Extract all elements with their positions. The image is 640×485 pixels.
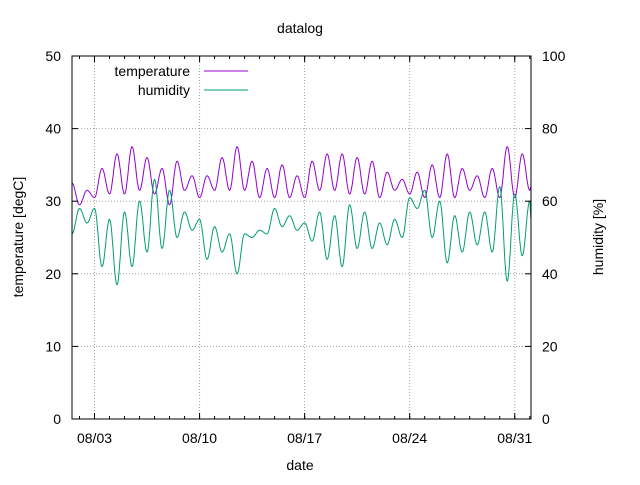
y2-axis-label: humidity [%] [590,199,606,275]
temperature-line [71,146,532,206]
x-tick-label: 08/31 [497,430,532,446]
y2-tick-label: 60 [542,193,558,209]
legend-label-temperature: temperature [115,63,191,79]
grid-layer [72,56,531,419]
series-layer [71,146,532,286]
x-tick-label: 08/03 [77,430,112,446]
legend-label-humidity: humidity [138,82,190,98]
x-tick-label: 08/24 [392,430,427,446]
y-tick-label: 40 [45,121,61,137]
y2-tick-label: 0 [542,411,550,427]
y-tick-label: 20 [45,266,61,282]
y-tick-label: 0 [53,411,61,427]
y-tick-label: 10 [45,338,61,354]
chart-title: datalog [277,20,323,36]
plot-frame [71,55,532,420]
humidity-line [71,178,532,286]
y-tick-label: 30 [45,193,61,209]
y-axis-label: temperature [degC] [10,177,26,298]
x-axis-label: date [286,457,313,473]
y-tick-label: 50 [45,48,61,64]
legend: temperature humidity [115,63,248,98]
tick-layer: 0 10 20 30 40 50 0 20 40 60 80 100 08/03 08/10 08/17 08… [45,48,565,446]
y2-tick-label: 100 [542,48,566,64]
y2-tick-label: 20 [542,338,558,354]
y2-tick-label: 80 [542,121,558,137]
x-tick-label: 08/17 [287,430,322,446]
x-tick-label: 08/10 [182,430,217,446]
y2-tick-label: 40 [542,266,558,282]
